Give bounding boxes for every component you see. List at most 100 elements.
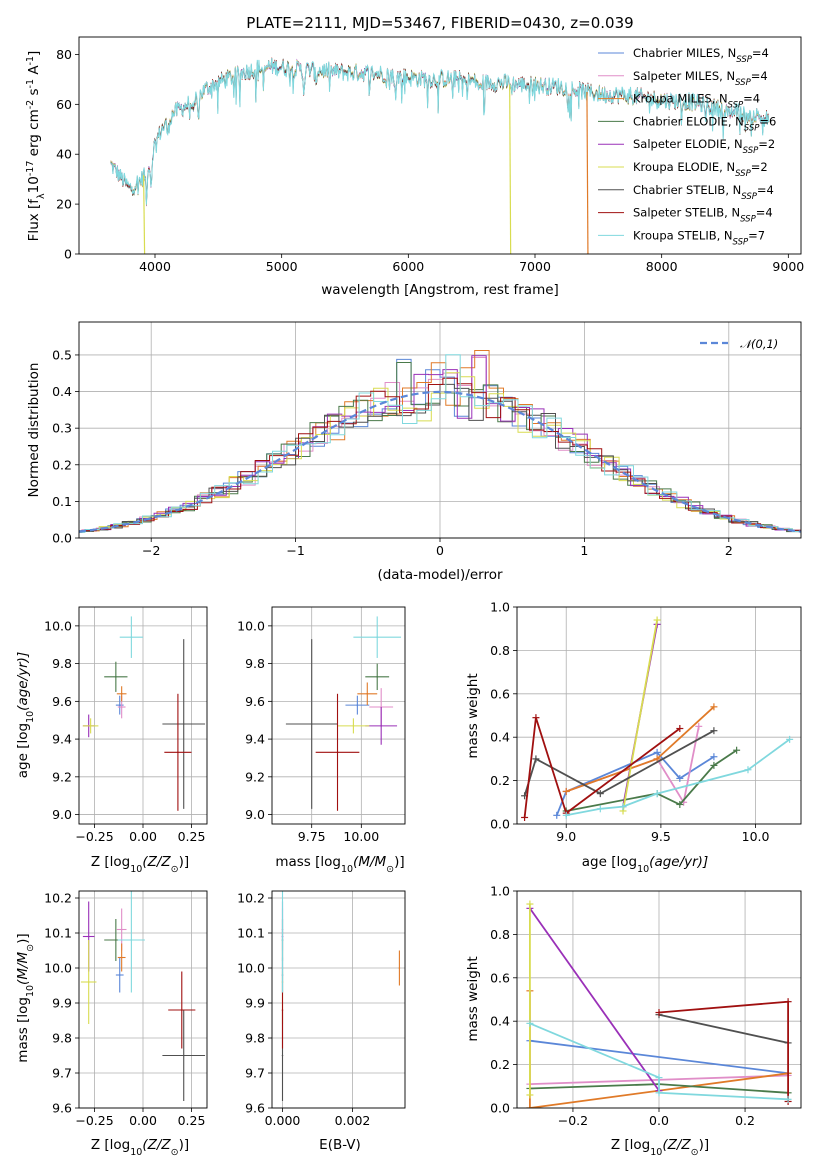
series-marker: [562, 787, 570, 795]
legend-label-sub: SSP: [736, 55, 752, 65]
y-tick-label: 9.4: [52, 732, 72, 747]
data-point: [115, 939, 117, 941]
plot-area: [110, 57, 770, 254]
x-axis-label-part: age [log: [582, 854, 637, 870]
y-tick-label: 9.8: [245, 1031, 265, 1046]
data-point: [118, 704, 121, 706]
data-point: [120, 956, 123, 959]
y-axis-label-part: 10: [25, 985, 36, 997]
x-axis-label: age [log10(age/yr)]: [582, 854, 708, 875]
legend-label-suffix: =4: [743, 92, 760, 106]
normal-curve: [79, 390, 801, 533]
legend-label-main: Chabrier STELIB, N: [633, 183, 741, 197]
plot-area: [79, 350, 801, 534]
legend-label: Salpeter ELODIE, NSSP=2: [633, 137, 775, 156]
y-tick-label: 9.2: [52, 769, 72, 784]
weight-vs-age-axes: 9.0 9.5 10.0 0.0 0.2 0.4 0.6 0.8 1.0: [490, 600, 802, 844]
x-axis-label-part: (Z/Z: [142, 854, 171, 870]
plot-area: [82, 616, 206, 811]
x-axis-label: Z [log10(Z/Z⊙)]: [91, 854, 189, 875]
x-tick-label: 4000: [139, 259, 171, 274]
chart-title: PLATE=2111, MJD=53467, FIBERID=0430, z=0…: [246, 14, 633, 32]
legend-label: 𝒩(0,1): [740, 337, 778, 351]
series-line: [658, 1013, 789, 1044]
y-tick-label: 9.8: [245, 656, 265, 671]
y-axis-label: Normed distribution: [26, 363, 42, 498]
series-marker: [655, 1074, 663, 1082]
legend-label-sub: SSP: [733, 237, 749, 247]
data-point: [118, 974, 121, 976]
y-tick-label: 0.8: [490, 643, 510, 658]
data-point: [356, 704, 359, 706]
x-tick-label: −1: [286, 543, 304, 558]
series-marker: [553, 811, 561, 819]
x-axis-label: E(B-V): [319, 1137, 361, 1153]
x-axis-label-part: (age/yr)]: [649, 854, 708, 870]
y-axis-label-part: A: [26, 65, 42, 79]
y-tick-label: 9.0: [245, 807, 265, 822]
y-tick-label: 40: [56, 147, 72, 162]
data-point: [182, 723, 185, 725]
y-axis-label: Flux [fλ10-17 erg cm-2 s-1 A-1]: [25, 51, 47, 242]
data-point: [120, 928, 123, 931]
legend-label-suffix: =2: [758, 137, 775, 151]
legend-label-suffix: =4: [757, 183, 774, 197]
grid-lines: [79, 607, 207, 824]
grid-lines: [272, 891, 405, 1109]
legend-label-suffix: =4: [756, 206, 773, 220]
x-tick-label: 9000: [772, 259, 804, 274]
y-axis-label-part: -1: [25, 79, 36, 88]
series-marker: [562, 811, 570, 819]
series-marker: [526, 1091, 534, 1099]
y-axis-label-part: (age/yr)]: [15, 652, 31, 711]
y-tick-label: 9.0: [52, 807, 72, 822]
y-tick-label: 9.4: [245, 732, 265, 747]
x-axis-label-part: )]: [179, 1137, 190, 1153]
series-line: [622, 619, 658, 812]
x-tick-label: 10.00: [343, 829, 379, 844]
data-point: [182, 1054, 185, 1057]
x-axis-label-part: ⊙: [171, 1147, 179, 1158]
y-tick-label: 0.4: [490, 1014, 510, 1029]
legend-label-sub: SSP: [744, 123, 760, 133]
y-tick-label: 9.2: [245, 769, 265, 784]
axes-frame: [78, 36, 802, 255]
x-tick-label: 0.25: [178, 829, 206, 844]
axes-frame: [78, 890, 208, 1109]
series-marker: [526, 900, 534, 908]
histogram-step: [79, 377, 801, 533]
x-tick-label: 2: [725, 543, 733, 558]
y-tick-label: 9.6: [245, 694, 265, 709]
x-axis-label: Z [log10(Z/Z⊙)]: [91, 1137, 189, 1158]
axes-frame: [516, 890, 802, 1109]
series-marker: [653, 616, 661, 624]
legend-label-sub: SSP: [728, 101, 744, 111]
legend-label-suffix: =4: [751, 69, 768, 83]
legend-label-sub: SSP: [735, 169, 751, 179]
series-marker: [526, 1019, 534, 1027]
y-axis-label-part: s: [26, 88, 42, 99]
grid-lines: [272, 607, 405, 824]
x-tick-label: −0.25: [75, 829, 113, 844]
x-axis-label-part: Z [log: [611, 1137, 650, 1153]
series-marker: [653, 790, 661, 798]
y-axis-label-part: 10: [26, 176, 42, 193]
y-tick-label: 0.8: [490, 927, 510, 942]
spectrum-dropout: [586, 91, 589, 254]
legend-label: Salpeter STELIB, NSSP=4: [633, 206, 773, 225]
spectrum-dropout: [143, 175, 146, 254]
y-axis-label: mass weight: [465, 956, 481, 1041]
y-tick-label: 0.1: [52, 494, 72, 509]
x-tick-label: 5000: [266, 259, 298, 274]
series-line: [529, 1039, 789, 1075]
spectrum-axes: 4000 5000 6000 7000 8000 9000 0 20 40 60 80: [56, 36, 804, 274]
series-marker: [619, 803, 627, 811]
series-marker: [596, 790, 604, 798]
grid-lines: [517, 606, 801, 825]
series-marker: [655, 1089, 663, 1097]
y-tick-label: 0.2: [52, 457, 72, 472]
grid-lines: [79, 891, 207, 1109]
plot-area: [285, 616, 402, 811]
y-tick-label: 80: [56, 47, 72, 62]
series-marker: [532, 755, 540, 763]
